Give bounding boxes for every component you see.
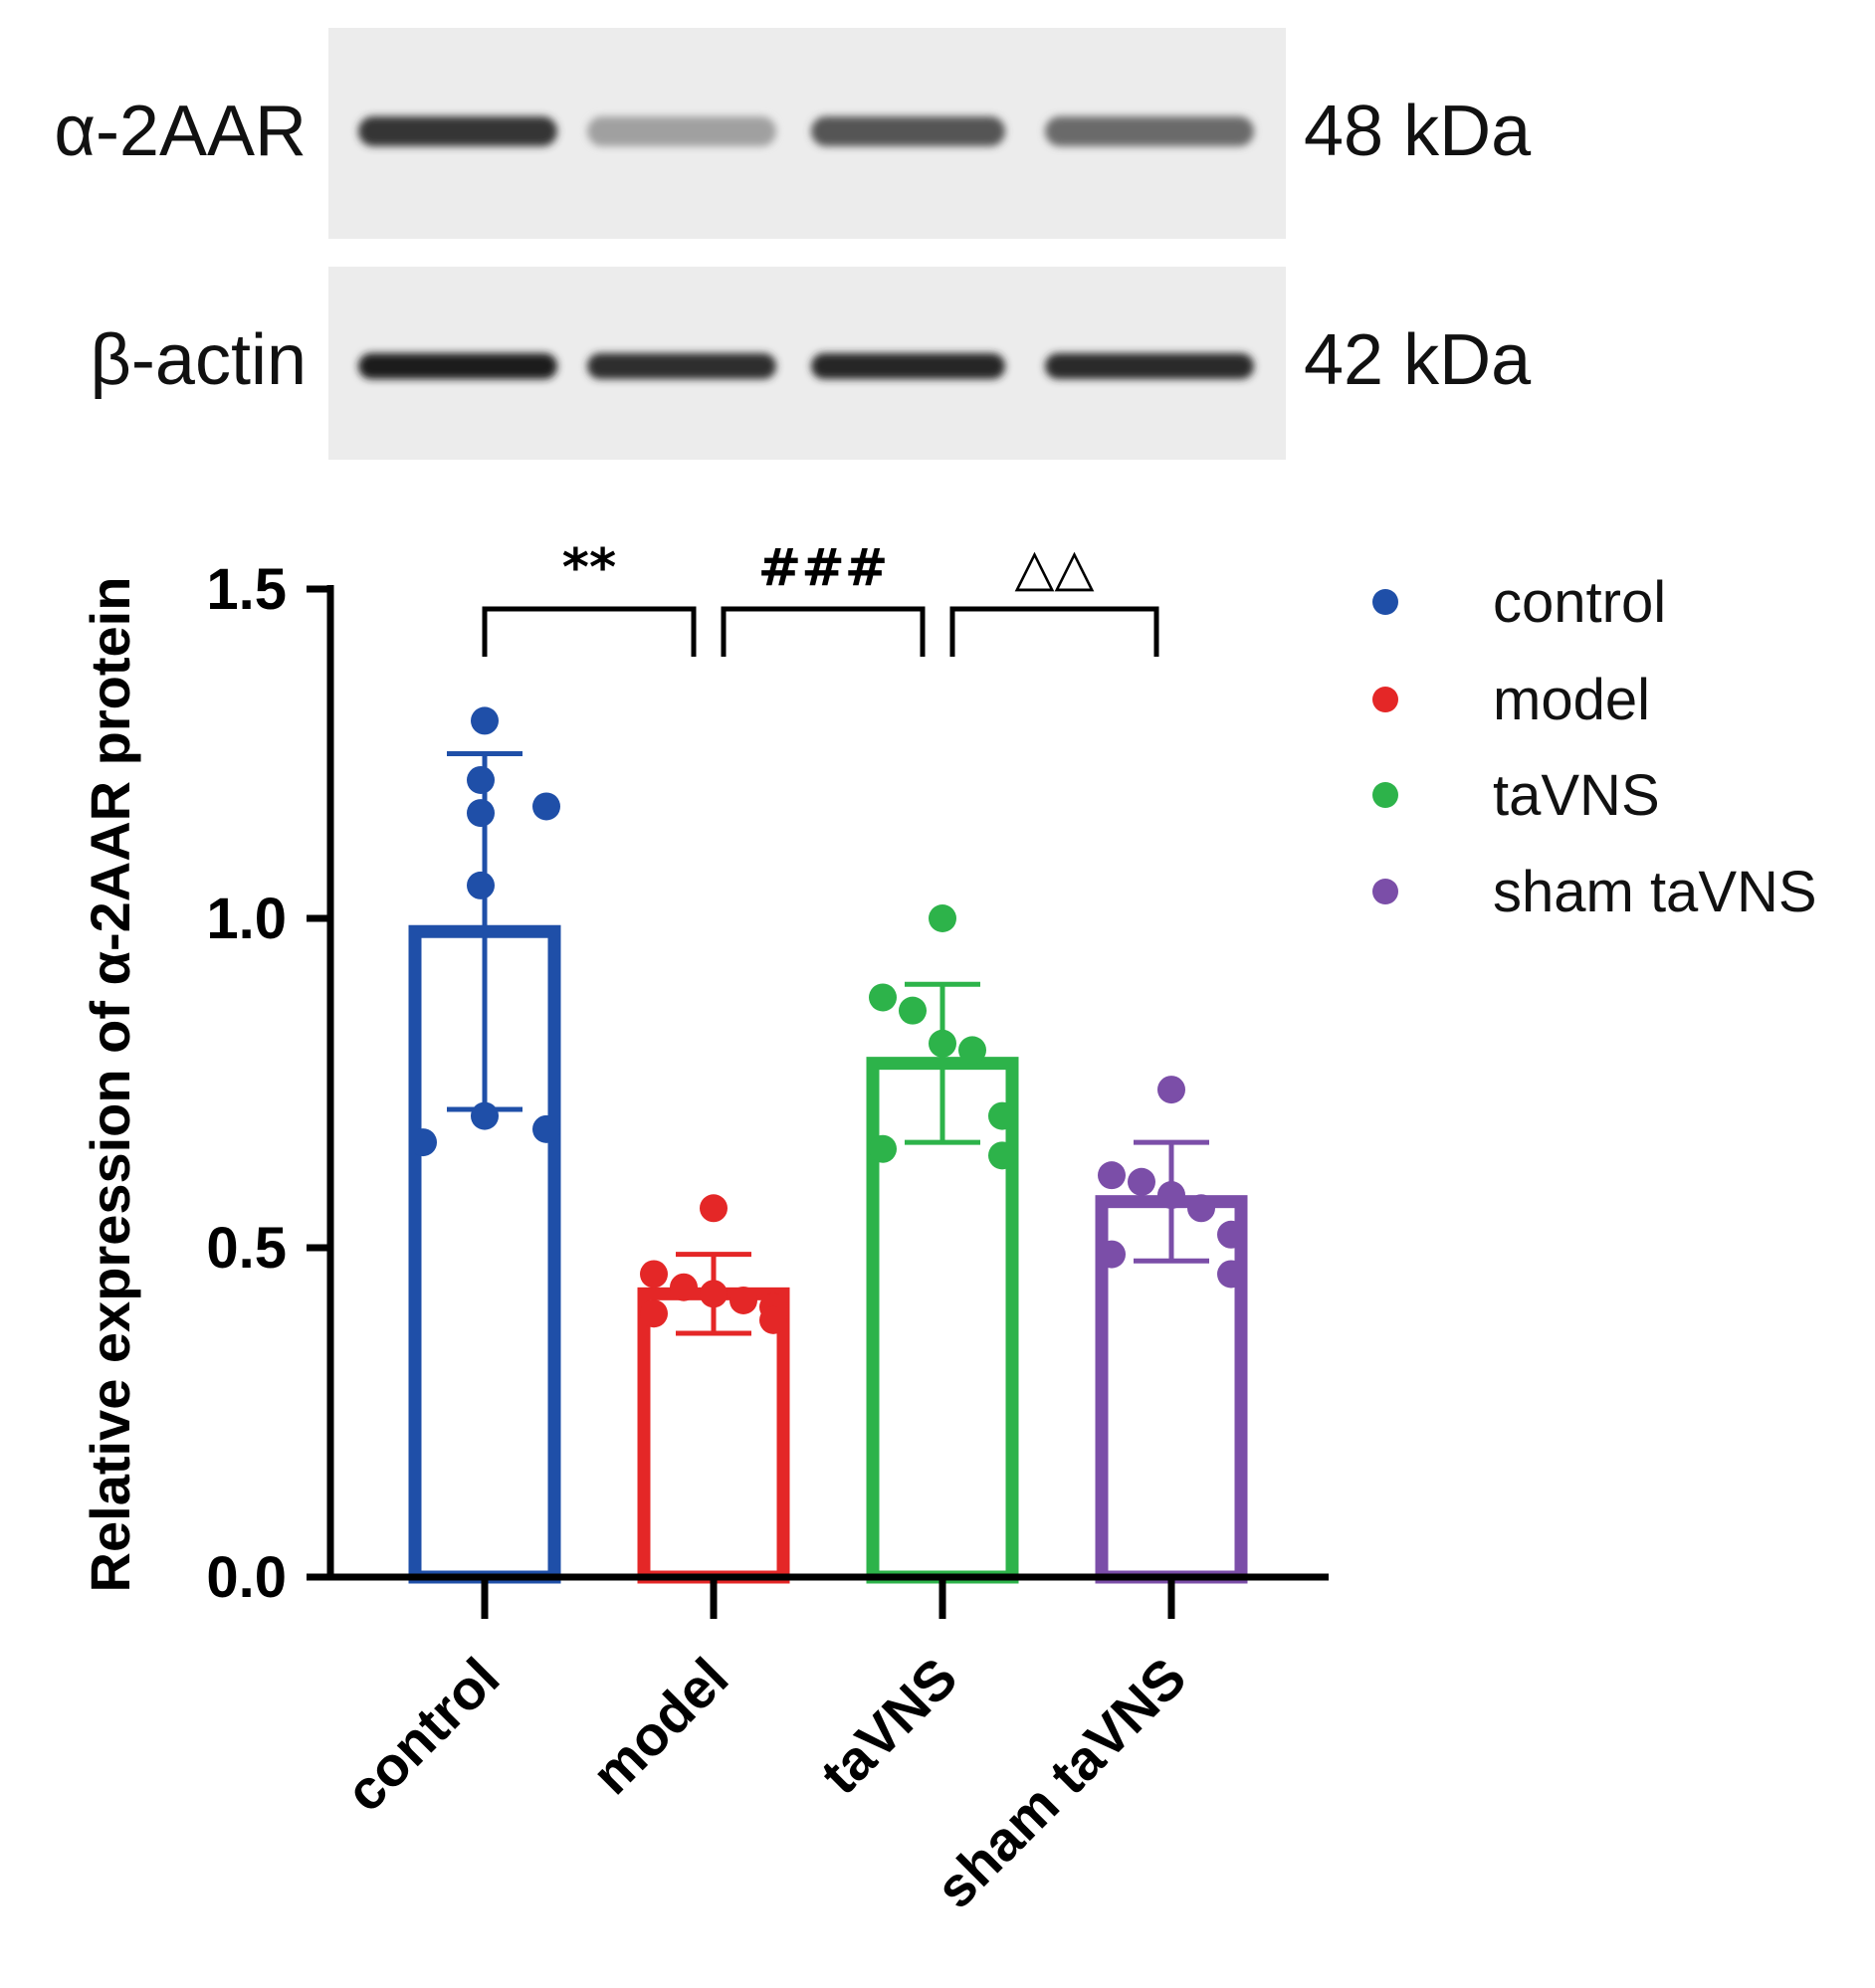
data-point	[729, 1286, 757, 1314]
blot-band	[1045, 116, 1254, 146]
data-point	[1217, 1260, 1245, 1289]
data-point	[759, 1305, 787, 1334]
legend-marker	[1372, 687, 1398, 712]
y-axis-ticks: 0.0 0.5 1.0 1.5	[206, 557, 330, 1610]
blot-bands	[358, 116, 1254, 379]
legend-marker	[1372, 782, 1398, 808]
data-point	[532, 792, 560, 821]
data-point	[988, 1101, 1016, 1130]
blot-band	[358, 353, 557, 379]
x-axis-labels: control model taVNS sham taVNS	[333, 1646, 1198, 1920]
y-tick-label: 1.0	[206, 887, 287, 951]
blot-band	[1045, 353, 1254, 379]
y-tick-label: 0.0	[206, 1545, 287, 1610]
blot-band	[811, 353, 1005, 379]
legend: control model taVNS sham taVNS	[1372, 570, 1817, 924]
data-point	[467, 799, 495, 828]
data-point	[1128, 1167, 1155, 1196]
blot-band	[811, 116, 1005, 146]
data-point	[467, 765, 495, 794]
y-tick-label: 1.5	[206, 557, 287, 622]
data-point	[532, 1114, 560, 1143]
data-point	[1098, 1161, 1126, 1190]
blot-size-label-beta-actin: 42 kDa	[1304, 320, 1532, 400]
blot-protein-label-beta-actin: β-actin	[91, 320, 307, 400]
data-point	[467, 871, 495, 899]
data-point	[409, 1128, 437, 1157]
data-point	[869, 1134, 897, 1163]
legend-label: sham taVNS	[1493, 860, 1817, 924]
legend-label: taVNS	[1493, 763, 1660, 828]
blot-size-label-alpha2aar: 48 kDa	[1304, 92, 1532, 171]
y-tick-label: 0.5	[206, 1216, 287, 1281]
data-points	[409, 706, 1245, 1334]
blot-protein-label-alpha2aar: α-2AAR	[54, 92, 307, 171]
significance-brackets: ** ### △△	[482, 538, 1159, 657]
data-point	[1217, 1220, 1245, 1249]
legend-label: control	[1493, 570, 1666, 635]
data-point	[670, 1273, 698, 1301]
x-tick-label: taVNS	[808, 1646, 968, 1806]
data-point	[700, 1194, 728, 1223]
western-blot: α-2AAR 48 kDa β-actin 42 kDa	[54, 28, 1532, 460]
significance-label: **	[562, 538, 616, 598]
data-point	[1157, 1076, 1185, 1104]
significance-label: ###	[758, 538, 889, 598]
data-point	[988, 1141, 1016, 1170]
bar-chart: Relative expression of α-2AAR protein 0.…	[79, 538, 1817, 1920]
significance-bracket	[482, 606, 697, 657]
y-axis-title: Relative expression of α-2AAR protein	[79, 577, 141, 1593]
data-point	[640, 1299, 668, 1328]
data-point	[869, 983, 897, 1012]
error-bars	[447, 751, 1209, 1336]
significance-bracket	[721, 606, 926, 657]
legend-marker	[1372, 879, 1398, 904]
x-axis-ticks	[481, 1577, 1175, 1619]
data-point	[1187, 1194, 1215, 1223]
data-point	[1098, 1240, 1126, 1269]
data-point	[471, 706, 499, 735]
significance-bracket	[949, 606, 1159, 657]
data-point	[640, 1260, 668, 1289]
blot-band	[587, 116, 776, 146]
blot-band	[358, 116, 557, 146]
x-tick-label: control	[333, 1646, 512, 1824]
data-point	[929, 904, 956, 932]
bar	[637, 1287, 790, 1584]
blot-band	[587, 353, 776, 379]
x-tick-label: model	[579, 1646, 739, 1806]
data-point	[958, 1036, 986, 1065]
legend-marker	[1372, 589, 1398, 615]
data-point	[899, 996, 927, 1025]
legend-label: model	[1493, 668, 1650, 732]
significance-label: △△	[1015, 538, 1095, 598]
